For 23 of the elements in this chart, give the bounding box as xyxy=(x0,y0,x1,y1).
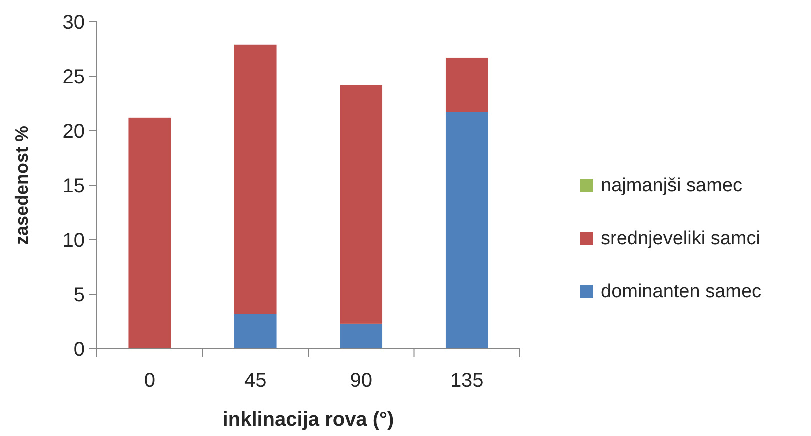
x-tick-label: 135 xyxy=(450,370,484,392)
bar xyxy=(446,58,488,112)
y-tick-label: 0 xyxy=(74,339,85,361)
y-tick-label: 15 xyxy=(62,176,85,198)
bar xyxy=(340,324,383,349)
bar xyxy=(234,44,277,314)
y-tick-label: 5 xyxy=(74,284,85,306)
y-tick-label: 25 xyxy=(62,66,85,88)
y-axis-title: zasedenost % xyxy=(12,126,32,246)
y-tick-label: 20 xyxy=(62,121,85,143)
x-tick-label: 0 xyxy=(144,370,156,392)
x-tick-label: 45 xyxy=(244,370,267,392)
legend-label: srednjeveliki samci xyxy=(601,228,760,250)
bar xyxy=(128,118,172,349)
bar xyxy=(340,85,383,324)
x-tick-label: 90 xyxy=(350,370,372,392)
legend-label: dominanten samec xyxy=(601,282,762,303)
bar xyxy=(446,112,488,349)
y-tick-label: 10 xyxy=(62,230,85,252)
legend-label: najmanjši samec xyxy=(601,176,742,197)
y-tick-label: 30 xyxy=(62,12,85,34)
bar xyxy=(234,314,277,349)
x-axis-title: inklinacija rova (°) xyxy=(222,409,394,431)
